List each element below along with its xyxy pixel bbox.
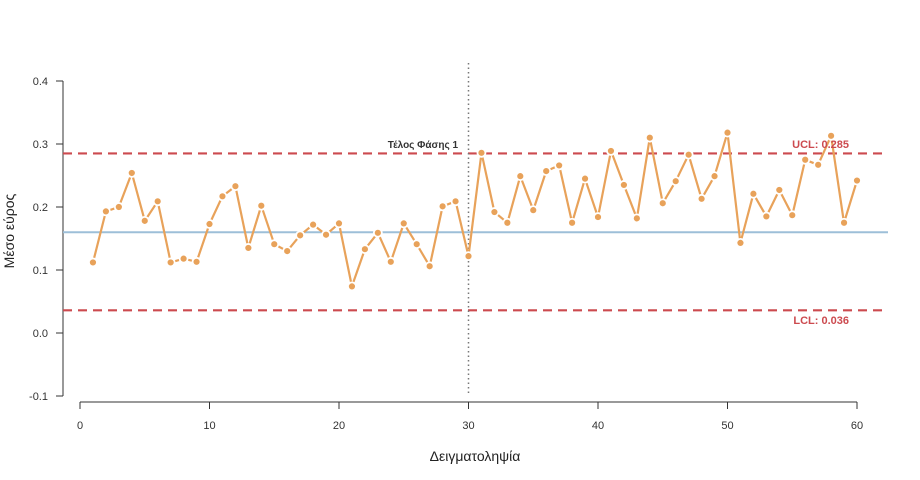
data-point	[165, 257, 176, 268]
data-point	[515, 171, 526, 182]
reference-lines	[63, 63, 888, 396]
data-point	[567, 217, 577, 228]
data-point	[839, 217, 849, 228]
data-point	[230, 181, 241, 192]
data-point	[308, 219, 319, 230]
data-point	[644, 132, 655, 143]
data-point	[372, 227, 383, 238]
data-point	[88, 257, 98, 268]
lcl-label: LCL: 0.036	[793, 315, 849, 327]
data-point	[217, 191, 228, 202]
data-point	[593, 212, 603, 222]
x-tick-label: 60	[851, 420, 863, 432]
data-point	[489, 207, 500, 217]
y-tick-label: 0.2	[33, 202, 48, 214]
data-point	[295, 230, 306, 241]
data-point	[437, 201, 448, 212]
data-point	[204, 219, 215, 229]
data-point	[852, 175, 862, 186]
data-point	[347, 281, 357, 292]
x-axis: 0 10 20 30 40 50 60	[77, 401, 863, 432]
series-layer	[88, 127, 862, 292]
y-axis: -0.1 0.0 0.1 0.2 0.3 0.4	[29, 76, 64, 403]
data-point	[256, 200, 267, 211]
data-point	[139, 215, 150, 226]
data-point	[463, 251, 474, 262]
data-point	[619, 180, 629, 190]
data-point	[424, 261, 435, 272]
data-point	[450, 196, 461, 207]
data-point	[709, 171, 720, 182]
data-point	[826, 130, 836, 141]
data-point	[178, 253, 189, 264]
data-point	[606, 146, 616, 156]
data-point	[748, 188, 759, 199]
x-tick-label: 50	[721, 420, 733, 432]
data-point	[580, 173, 590, 184]
data-point	[243, 243, 254, 253]
x-tick-label: 0	[77, 420, 83, 432]
data-point	[126, 168, 137, 178]
data-point	[282, 246, 293, 257]
data-point	[774, 185, 785, 195]
data-point	[476, 147, 487, 158]
data-point	[735, 238, 746, 248]
data-point	[101, 206, 111, 217]
series-line	[91, 131, 859, 288]
x-tick-label: 40	[592, 420, 604, 432]
x-tick-label: 10	[203, 420, 215, 432]
data-point	[670, 176, 681, 187]
x-tick-label: 20	[333, 420, 345, 432]
phase-end-label: Τέλος Φάσης 1	[388, 140, 459, 151]
y-tick-label: 0.1	[33, 265, 48, 277]
data-point	[761, 211, 772, 222]
data-point	[541, 166, 552, 176]
data-point	[683, 149, 694, 160]
data-point	[722, 127, 733, 138]
data-point	[657, 198, 668, 209]
x-ticks: 0 10 20 30 40 50 60	[77, 402, 863, 432]
data-point	[398, 218, 409, 229]
data-point	[359, 244, 370, 255]
data-point	[528, 205, 539, 216]
data-point	[385, 256, 396, 267]
y-tick-label: 0.3	[33, 139, 48, 151]
data-point	[787, 210, 798, 221]
data-point	[411, 239, 422, 250]
data-point	[554, 160, 565, 171]
data-point	[191, 256, 202, 267]
data-point	[813, 159, 824, 170]
y-ticks: -0.1 0.0 0.1 0.2 0.3 0.4	[29, 76, 63, 403]
y-tick-label: 0.4	[33, 76, 48, 88]
data-point	[502, 217, 513, 228]
y-tick-label: -0.1	[29, 391, 48, 403]
y-axis-title: Μέσο εύρος	[1, 193, 17, 268]
x-tick-label: 30	[462, 420, 474, 432]
y-tick-label: 0.0	[33, 328, 48, 340]
x-axis-title: Δειγματοληψία	[430, 448, 521, 464]
data-point	[113, 202, 124, 212]
data-point	[334, 218, 344, 229]
data-point	[696, 193, 707, 204]
data-point	[269, 239, 280, 250]
data-point	[800, 154, 811, 165]
data-point	[631, 213, 642, 224]
data-point	[152, 196, 163, 207]
ucl-label: UCL: 0.285	[792, 139, 849, 151]
data-point	[321, 229, 331, 240]
